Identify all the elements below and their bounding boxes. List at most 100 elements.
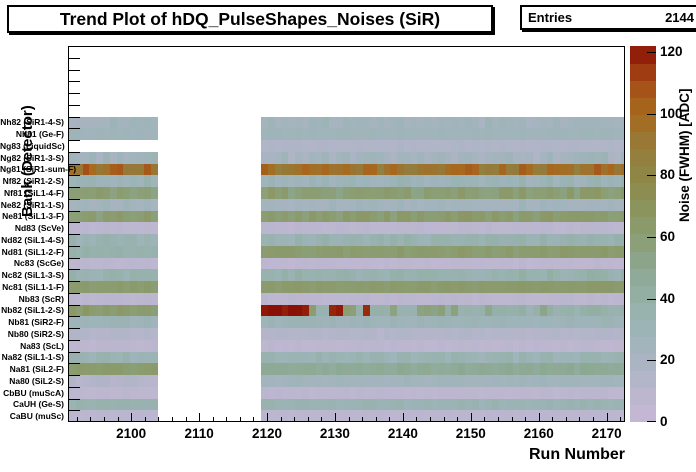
heatmap-cell xyxy=(268,140,276,153)
heatmap-cell xyxy=(594,245,602,258)
heatmap-cell xyxy=(492,410,500,421)
heatmap-cell xyxy=(143,375,151,388)
heatmap-cell xyxy=(82,304,90,317)
heatmap-cell xyxy=(349,328,357,341)
heatmap-cell xyxy=(403,281,412,294)
heatmap-cell xyxy=(410,398,418,411)
heatmap-cell xyxy=(492,210,500,223)
heatmap-cell xyxy=(580,398,588,411)
heatmap-cell xyxy=(109,163,118,176)
heatmap-cell xyxy=(369,163,378,176)
heatmap-cell xyxy=(116,257,124,270)
heatmap-cell xyxy=(512,398,520,411)
heatmap-cell xyxy=(301,292,310,305)
heatmap-cell xyxy=(116,363,124,376)
x-axis-major-tick xyxy=(131,413,133,421)
heatmap-cell xyxy=(492,375,500,388)
heatmap-cell xyxy=(444,269,452,282)
heatmap-cell xyxy=(437,316,446,329)
heatmap-cell xyxy=(594,140,602,153)
heatmap-cell xyxy=(403,410,412,421)
heatmap-cell xyxy=(410,128,418,141)
heatmap-cell xyxy=(89,410,97,421)
heatmap-cell xyxy=(116,304,124,317)
heatmap-cell xyxy=(526,222,534,235)
heatmap-cell xyxy=(69,269,77,282)
heatmap-cell xyxy=(539,375,547,388)
heatmap-cell xyxy=(315,116,323,129)
heatmap-cell xyxy=(471,245,480,258)
x-axis-title: Run Number xyxy=(529,446,625,463)
heatmap-cell xyxy=(614,292,622,305)
heatmap-cell xyxy=(82,234,90,247)
heatmap-cell xyxy=(560,151,568,164)
heatmap-cell xyxy=(539,292,547,305)
heatmap-cell xyxy=(471,398,480,411)
heatmap-cell xyxy=(369,222,378,235)
colorbar-tick xyxy=(647,52,656,54)
heatmap-cell xyxy=(594,281,602,294)
x-axis-minor-tick xyxy=(552,417,554,421)
heatmap-cell xyxy=(553,351,561,364)
heatmap-cell xyxy=(322,316,330,329)
heatmap-cell xyxy=(130,245,138,258)
heatmap-cell xyxy=(397,175,405,188)
heatmap-cell xyxy=(451,222,459,235)
heatmap-cell xyxy=(130,269,138,282)
y-axis-tick xyxy=(69,292,80,294)
heatmap-cell xyxy=(342,116,351,129)
heatmap-cell xyxy=(451,128,459,141)
heatmap-cell xyxy=(363,386,371,399)
heatmap-cell xyxy=(116,281,124,294)
heatmap-cell xyxy=(397,316,405,329)
heatmap-cell xyxy=(526,328,534,341)
heatmap-cell xyxy=(539,281,547,294)
heatmap-cell xyxy=(546,140,554,153)
heatmap-cell xyxy=(437,328,446,341)
heatmap-cell xyxy=(363,222,371,235)
heatmap-cell xyxy=(519,316,527,329)
heatmap-cell xyxy=(136,151,145,164)
heatmap-cell xyxy=(383,210,391,223)
y-axis-tick xyxy=(69,316,80,318)
x-axis-major-tick xyxy=(199,413,201,421)
heatmap-cell xyxy=(458,128,466,141)
heatmap-cell xyxy=(512,339,520,352)
heatmap-cell xyxy=(498,398,507,411)
heatmap-cell xyxy=(96,375,104,388)
heatmap-cell xyxy=(600,234,609,247)
heatmap-cell xyxy=(458,386,466,399)
heatmap-cell xyxy=(356,151,364,164)
x-axis-minor-tick xyxy=(239,417,241,421)
heatmap-cell xyxy=(75,410,84,421)
heatmap-cell xyxy=(376,163,384,176)
heatmap-cell xyxy=(580,351,588,364)
y-axis-tick xyxy=(69,128,80,130)
x-axis-minor-tick xyxy=(457,417,459,421)
heatmap-cell xyxy=(123,187,131,200)
heatmap-cell xyxy=(410,339,418,352)
heatmap-cell xyxy=(281,269,289,282)
heatmap-cell xyxy=(587,304,595,317)
heatmap-cell xyxy=(526,339,534,352)
heatmap-cell xyxy=(417,198,425,211)
heatmap-cell xyxy=(498,116,507,129)
x-axis-minor-tick xyxy=(620,417,622,421)
heatmap-cell xyxy=(274,328,283,341)
heatmap-cell xyxy=(376,234,384,247)
heatmap-cell xyxy=(123,116,131,129)
heatmap-cell xyxy=(89,363,97,376)
heatmap-cell xyxy=(431,386,439,399)
heatmap-cell xyxy=(308,375,317,388)
heatmap-cell xyxy=(288,187,296,200)
heatmap-cell xyxy=(485,292,493,305)
heatmap-cell xyxy=(607,281,615,294)
heatmap-cell xyxy=(376,257,384,270)
heatmap-cell xyxy=(130,198,138,211)
heatmap-cell xyxy=(150,245,158,258)
heatmap-cell xyxy=(553,198,561,211)
heatmap-cell xyxy=(539,128,547,141)
y-axis-bin-label: Nh82 (SiR1-4-S) xyxy=(0,117,64,128)
heatmap-cell xyxy=(512,269,520,282)
heatmap-cell xyxy=(268,304,276,317)
